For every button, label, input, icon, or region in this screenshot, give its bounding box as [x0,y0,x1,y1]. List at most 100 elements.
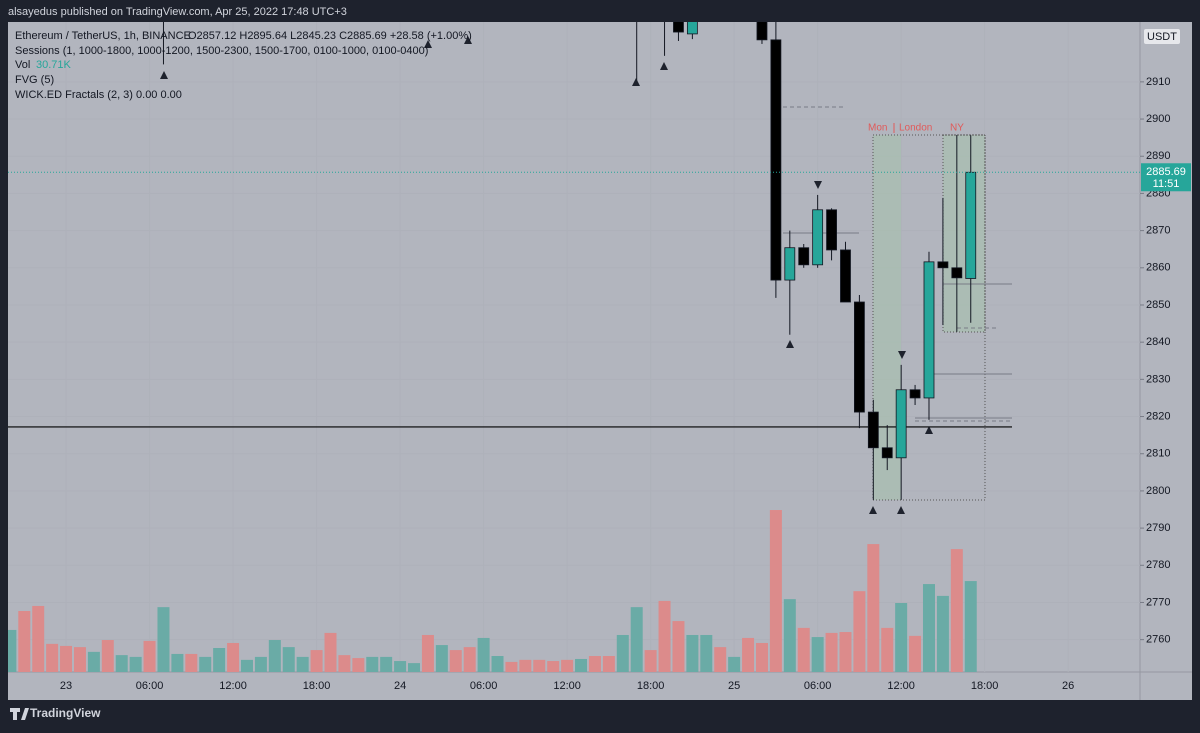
y-tick-label: 2830 [1146,373,1170,385]
candle-body [770,39,782,281]
y-tick-label: 2850 [1146,299,1170,311]
volume-bar [46,643,59,672]
volume-bar [936,595,949,672]
volume-bar [324,632,337,672]
volume-bar [575,658,588,672]
volume-bar [171,653,184,672]
volume-bar [547,661,560,672]
candle-body [909,389,921,399]
brand: TradingView [30,706,101,720]
indicator: WICK.ED Fractals (2, 3) 0.00 0.00 [15,89,182,101]
last-price-label: 2885.69 [1146,166,1186,178]
volume-bar [408,663,421,672]
volume-bar [950,549,963,672]
volume-bar [199,656,212,672]
volume-bar [380,656,393,672]
volume-bar [714,647,727,672]
y-tick-label: 2780 [1146,559,1170,571]
volume-value: 30.71K [36,59,72,71]
volume-bar [561,659,574,672]
volume-bar [338,655,351,672]
volume-bar [783,599,796,672]
x-tick-label: 18:00 [303,680,331,692]
volume-bar [435,645,448,672]
volume-bar [755,642,768,672]
ny-session [943,135,985,332]
volume-bar [394,661,407,672]
volume-bar [8,629,17,672]
volume-bar [352,658,365,672]
x-tick-label: 24 [394,680,406,692]
volume-bar [157,607,170,672]
volume-bar [700,634,713,672]
indicator: FVG (5) [15,74,54,86]
volume-bar [32,605,45,672]
candle-body [923,261,935,399]
volume-bar [115,655,128,672]
volume-bar [60,645,73,672]
plot [8,22,1140,672]
volume-bar [825,632,838,672]
volume-bar [616,634,629,672]
volume-bar [282,647,295,672]
countdown: 11:51 [1153,178,1180,190]
volume-bar [895,603,908,672]
x-tick-label: 06:00 [136,680,164,692]
volume-bar [797,627,810,672]
volume-bar [769,510,782,672]
volume-bar [505,661,518,672]
volume-bar [129,656,142,672]
volume-bar [477,637,490,672]
volume-bar [366,656,379,672]
volume-bar [742,637,755,672]
volume-bar [73,647,86,672]
y-tick-label: 2770 [1146,596,1170,608]
volume-bar [811,637,824,672]
x-tick-label: 06:00 [804,680,832,692]
volume-bar [463,647,476,672]
y-tick-label: 2760 [1146,634,1170,646]
candle-body [840,249,851,303]
x-tick-label: 12:00 [219,680,247,692]
candle-body [673,22,684,33]
volume-bar [853,591,866,672]
candle-body [826,209,837,251]
volume-bar [839,632,852,672]
indicator: Sessions (1, 1000-1800, 1000-1200, 1500-… [15,45,428,57]
volume-bar [18,610,31,672]
x-tick-label: 18:00 [971,680,999,692]
volume-bar [630,607,643,672]
volume-bar [588,656,601,672]
y-tick-label: 2910 [1146,76,1170,88]
currency-box [1144,29,1180,44]
candle-body [854,301,865,413]
session-label: NY [950,123,964,134]
volume-bar [728,656,741,672]
footer [0,700,1200,728]
volume-bar [213,648,226,672]
y-tick-label: 2820 [1146,410,1170,422]
volume-bar [519,659,532,672]
x-tick-label: 23 [60,680,72,692]
x-tick-label: 12:00 [553,680,581,692]
volume-bar [533,659,546,672]
y-tick-label: 2790 [1146,522,1170,534]
x-tick-label: 26 [1062,680,1074,692]
y-tick-label: 2800 [1146,485,1170,497]
candle-body [867,411,879,449]
volume-bar [268,640,281,672]
candle-body [784,247,796,281]
volume-bar [143,640,156,672]
header-text: alsayedus published on TradingView.com, … [8,6,347,18]
x-tick-label: 06:00 [470,680,498,692]
volume-bar [254,656,267,672]
volume-bar [227,642,240,672]
volume-bar [922,584,935,672]
candle-body [937,261,949,269]
ohlc-text: O2857.12 H2895.64 L2845.23 C2885.69 +28.… [188,30,472,42]
volume-bar [296,656,309,672]
x-tick-label: 18:00 [637,680,665,692]
volume-bar [686,634,699,672]
indicator: Vol [15,59,30,71]
